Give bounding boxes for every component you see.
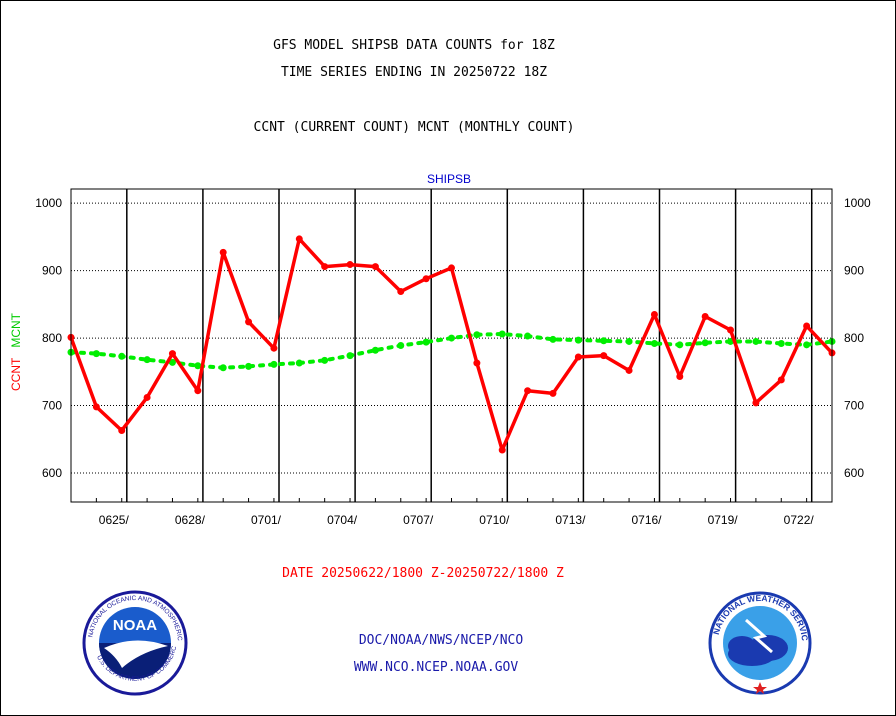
point-ccnt [650,310,658,318]
x-tick-label: 0722/ [784,513,815,527]
footer-line1: DOC/NOAA/NWS/NCEP/NCO [358,633,524,648]
chart-title-line2: TIME SERIES ENDING IN 20250722 18Z [280,65,548,80]
point-ccnt [574,353,582,361]
x-tick-label: 0719/ [708,513,739,527]
point-mcnt [600,337,608,345]
point-mcnt [625,337,633,345]
y-tick-label-right: 800 [844,331,864,345]
tick-labels: 600 600 700 700 800 800 900 900 1000 1000 0625/062… [35,196,871,527]
point-mcnt [676,341,684,349]
point-mcnt [701,339,709,347]
point-ccnt [397,288,405,296]
point-mcnt [574,336,582,344]
y-tick-label-right: 600 [844,466,864,480]
y-tick-label-left: 700 [42,399,62,413]
footer-line2[interactable]: WWW.NCO.NCEP.NOAA.GOV [353,660,519,675]
point-mcnt [777,339,785,347]
y-tick-label-left: 900 [42,264,62,278]
point-mcnt [397,342,405,349]
y-axis-label: CCNT MCNT [9,312,23,391]
point-mcnt [92,350,100,358]
point-ccnt [295,235,303,243]
point-mcnt [473,331,481,339]
point-ccnt [422,275,430,283]
y-tick-label-right: 1000 [844,196,871,210]
point-ccnt [321,263,329,271]
point-ccnt [219,248,227,256]
x-tick-label: 0704/ [327,513,358,527]
chart-subtitle: CCNT (CURRENT COUNT) MCNT (MONTHLY COUNT… [253,120,575,135]
plot-series-label: SHIPSB [427,172,471,186]
point-ccnt [473,359,481,367]
y-tick-label-right: 700 [844,399,864,413]
x-tick-label: 0716/ [631,513,662,527]
point-mcnt [295,359,303,367]
point-ccnt [676,373,684,381]
point-mcnt [524,332,532,340]
point-mcnt [752,337,760,345]
point-ccnt [524,387,532,395]
point-ccnt [143,393,151,401]
x-tick-label: 0707/ [403,513,434,527]
y-label-ccnt: CCNT [9,357,23,391]
y-tick-label-left: 800 [42,331,62,345]
x-tick-label: 0628/ [175,513,206,527]
point-ccnt [270,344,278,352]
point-mcnt [143,356,151,364]
point-mcnt [803,341,811,349]
point-mcnt [219,364,227,372]
nws-logo: NATIONAL WEATHER SERVICE [706,590,812,695]
y-tick-label-left: 600 [42,466,62,480]
point-mcnt [245,362,253,370]
chart-title-line1: GFS MODEL SHIPSB DATA COUNTS for 18Z [273,38,555,53]
grid-layer [71,189,832,502]
point-mcnt [549,335,557,343]
y-tick-label-right: 900 [844,264,864,278]
point-ccnt [600,352,608,360]
point-mcnt [498,330,506,338]
point-mcnt [321,356,329,364]
point-ccnt [118,426,126,434]
point-ccnt [448,264,455,272]
noaa-logo: NOAA NATIONAL OCEANIC AND ATMOSPHERIC AD… [80,590,188,696]
point-mcnt [194,362,202,370]
y-label-mcnt: MCNT [9,312,23,347]
point-mcnt [650,339,658,347]
y-tick-label-left: 1000 [35,196,62,210]
point-ccnt [701,312,709,320]
point-ccnt [346,261,354,269]
date-range: DATE 20250622/1800 Z-20250722/1800 Z [282,566,564,581]
point-mcnt [346,352,354,360]
point-ccnt [727,326,735,334]
x-tick-label: 0625/ [99,513,130,527]
point-ccnt [625,366,633,374]
point-mcnt [168,358,176,366]
point-ccnt [168,350,176,358]
x-tick-label: 0710/ [479,513,510,527]
point-ccnt [371,263,379,271]
x-tick-label: 0713/ [555,513,586,527]
point-ccnt [92,403,100,411]
point-mcnt [371,346,379,354]
point-mcnt [270,360,278,368]
plot-area-border [70,188,833,503]
point-ccnt [777,376,785,384]
point-ccnt [194,387,202,395]
point-ccnt [549,389,557,397]
point-mcnt [448,334,455,342]
point-ccnt [245,318,253,326]
svg-text:NOAA: NOAA [113,617,157,634]
point-mcnt [422,338,430,346]
point-ccnt [752,399,760,407]
point-ccnt [803,322,811,330]
x-tick-label: 0701/ [251,513,282,527]
point-mcnt [118,352,126,360]
point-ccnt [498,446,506,454]
series-layer [67,235,836,454]
